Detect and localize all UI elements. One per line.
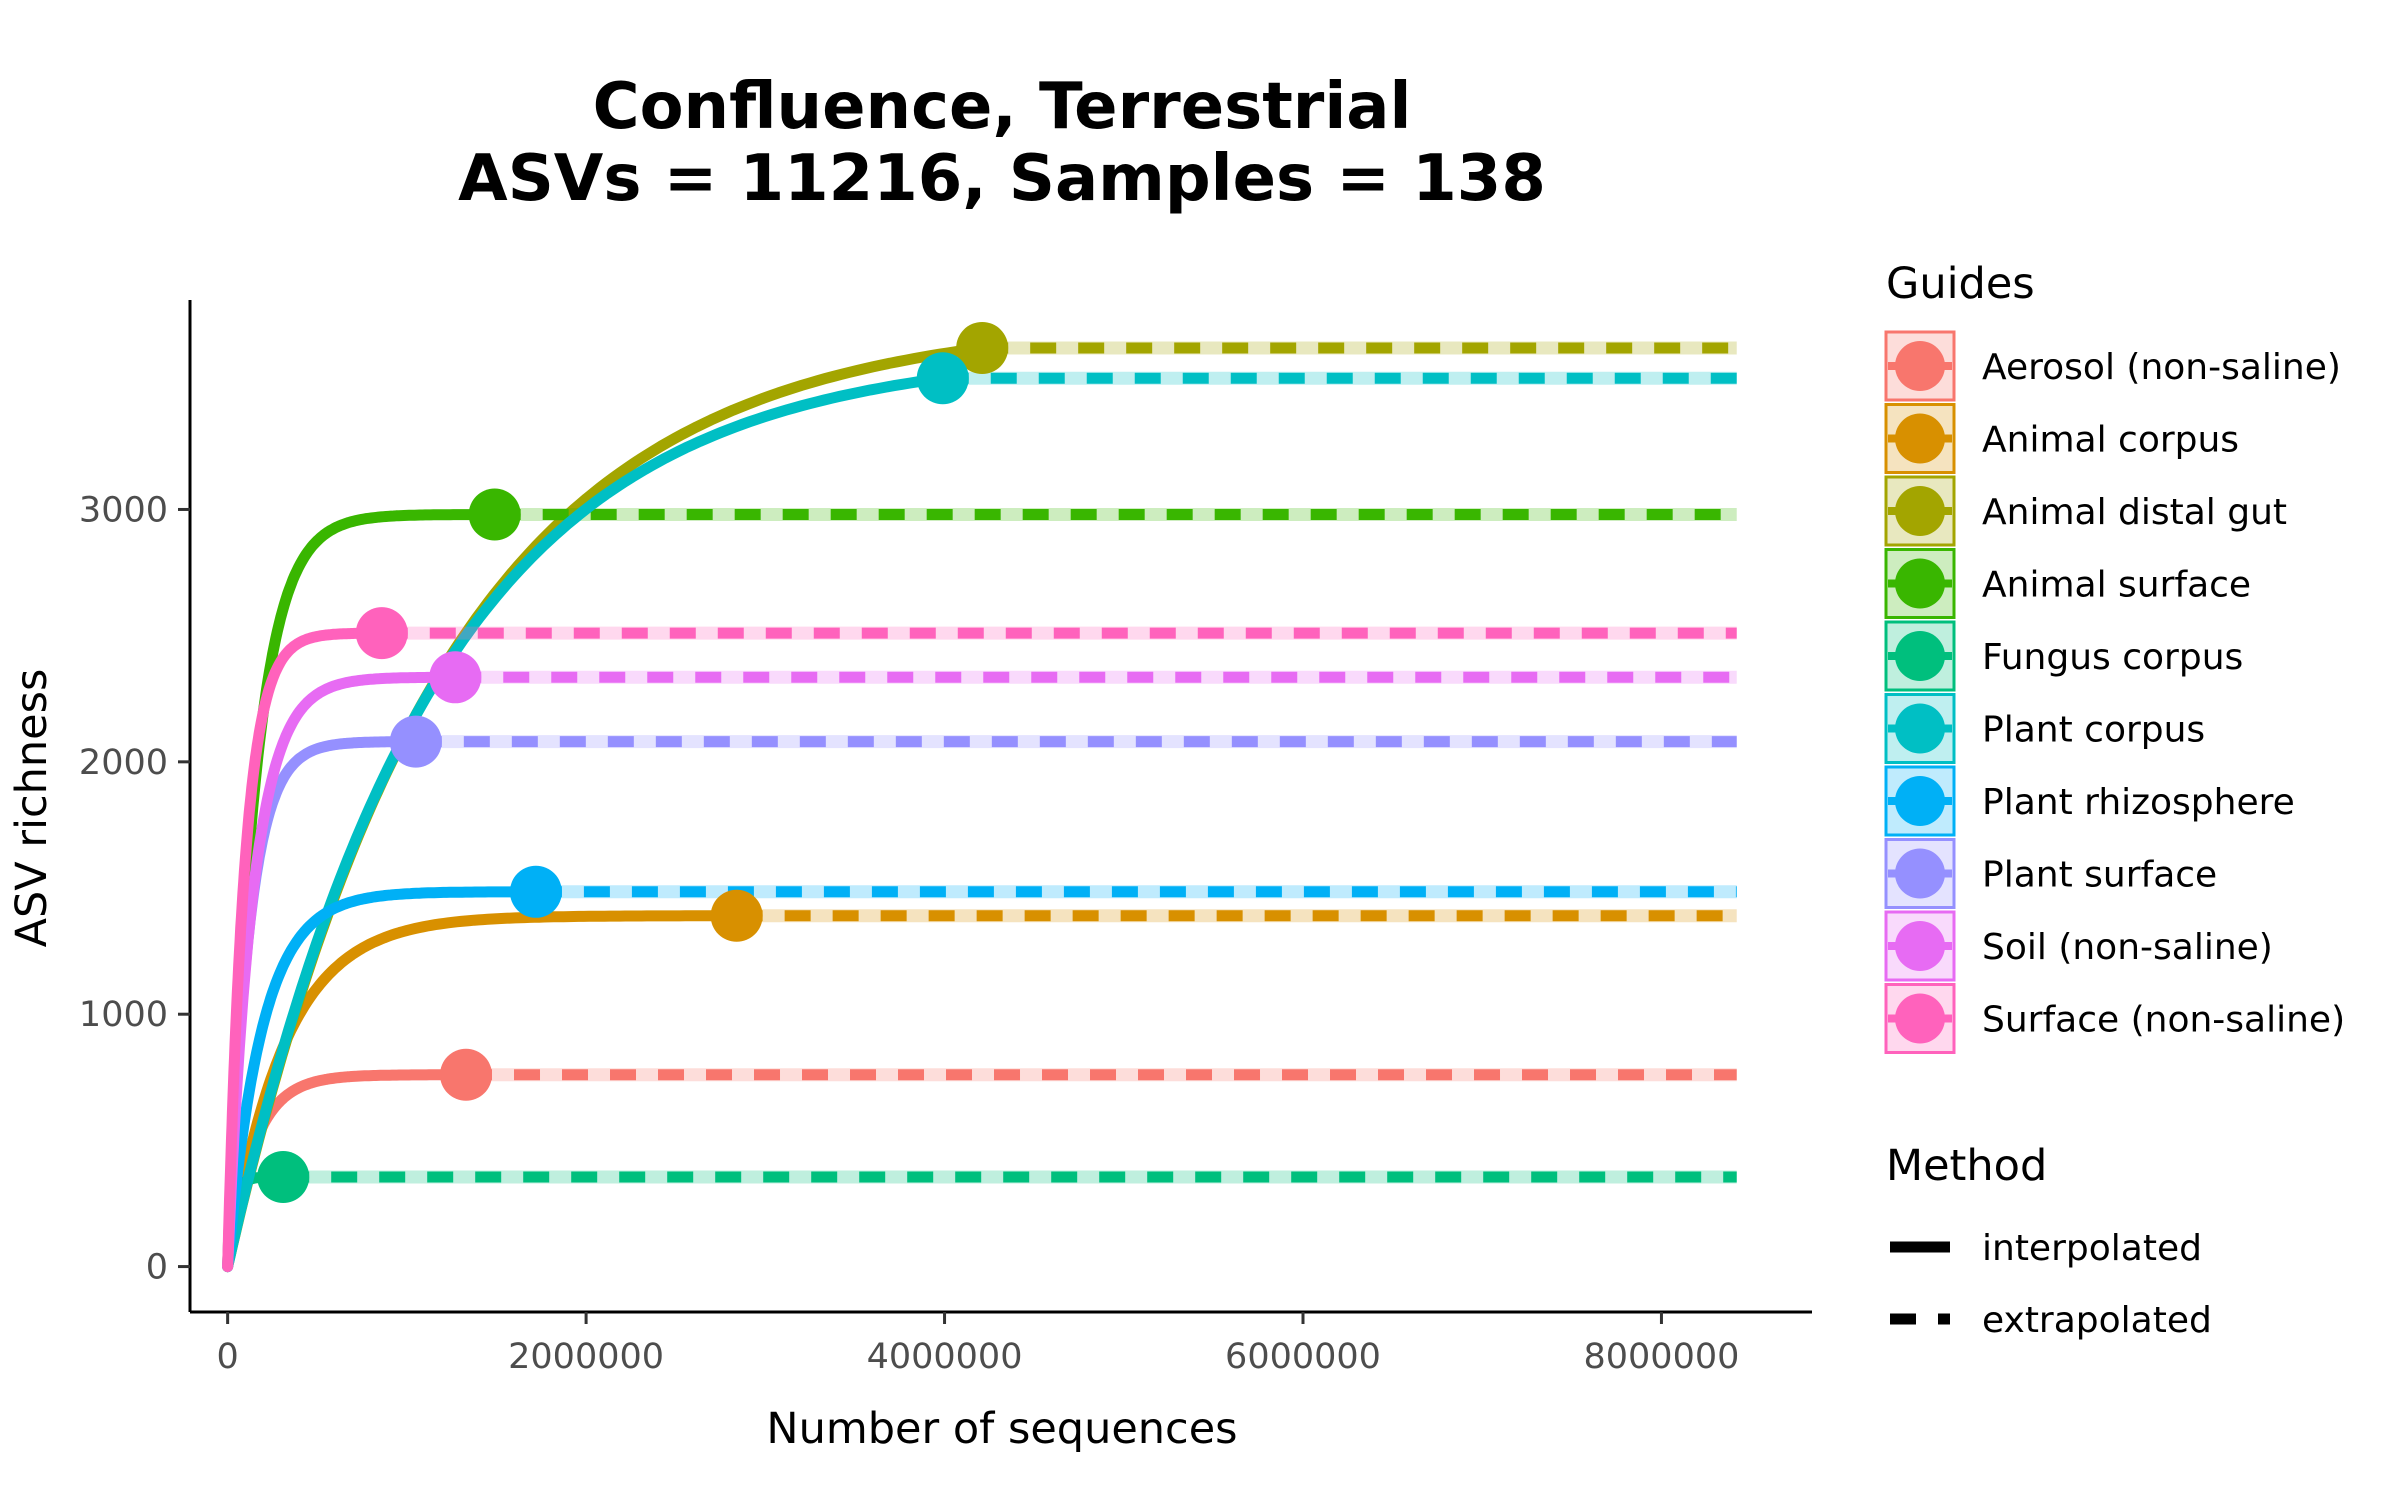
legend-key-point (1895, 848, 1945, 899)
legend-item-label: Animal surface (1982, 565, 2251, 606)
legend-item-label: Aerosol (non-saline) (1982, 347, 2341, 388)
x-tick-label: 6000000 (1225, 1337, 1381, 1377)
series-plant-corpus (222, 371, 1737, 1273)
legend-item-label: Plant rhizosphere (1982, 782, 2295, 823)
chart-title-line2: ASVs = 11216, Samples = 138 (458, 142, 1546, 216)
legend-method-interpolated: interpolated (1890, 1228, 2202, 1269)
plot-area (222, 321, 1737, 1273)
legend-item-animal-surface: Animal surface (1884, 548, 2251, 619)
y-tick-label: 2000 (79, 743, 168, 783)
x-tick-label: 2000000 (508, 1337, 664, 1377)
series-surface-non-saline (222, 626, 1737, 1273)
observed-point-soil-non-saline (429, 651, 482, 704)
observed-point-fungus-corpus (257, 1150, 310, 1203)
legend-item-label: Plant corpus (1982, 710, 2205, 751)
x-axis-label: Number of sequences (766, 1404, 1237, 1454)
series-plant-surface (222, 735, 1737, 1273)
legend-item-label: Fungus corpus (1982, 637, 2243, 678)
legend-item-label: Animal corpus (1982, 420, 2239, 461)
y-tick-label: 3000 (79, 490, 168, 530)
y-tick-label: 1000 (79, 995, 168, 1035)
legend-key-point (1895, 631, 1945, 681)
legend-item-surface-non-saline: Surface (non-saline) (1884, 983, 2345, 1054)
legend-key-point (1895, 558, 1945, 609)
observed-point-plant-surface (389, 715, 442, 768)
legend-item-plant-rhizosphere: Plant rhizosphere (1884, 765, 2295, 837)
legend-method-label: interpolated (1982, 1228, 2202, 1269)
legend-key-point (1895, 703, 1945, 754)
legend-item-label: Plant surface (1982, 855, 2217, 896)
legend-key-point (1895, 776, 1945, 826)
legend-key-point (1895, 993, 1945, 1044)
legend-item-label: Surface (non-saline) (1982, 1000, 2345, 1041)
legend-method-extrapolated: extrapolated (1890, 1300, 2212, 1341)
x-tick-label: 0 (216, 1337, 238, 1377)
y-axis-label: ASV richness (7, 669, 57, 948)
observed-point-animal-corpus (710, 889, 763, 942)
series-animal-distal-gut (222, 341, 1737, 1273)
observed-point-plant-corpus (916, 352, 969, 405)
legend-item-label: Soil (non-saline) (1982, 927, 2273, 968)
legend-key-point (1895, 341, 1945, 391)
legend-method-title: Method (1886, 1141, 2047, 1191)
x-tick-label: 8000000 (1584, 1337, 1740, 1377)
observed-point-plant-rhizosphere (509, 865, 562, 918)
legend-item-plant-corpus: Plant corpus (1884, 693, 2205, 764)
legend-item-animal-corpus: Animal corpus (1884, 403, 2239, 474)
legend: Guides Method Aerosol (non-saline) Animal… (1884, 259, 2345, 1341)
interpolated-line (222, 342, 988, 1273)
observed-point-surface-non-saline (355, 607, 408, 660)
legend-item-animal-distal-gut: Animal distal gut (1884, 475, 2287, 547)
legend-item-label: Animal distal gut (1982, 492, 2287, 533)
axes: 0 2000000 4000000 6000000 8000000 0 1000 2000 30… (79, 300, 1812, 1377)
y-tick-label: 0 (146, 1248, 168, 1288)
legend-key-point (1895, 486, 1945, 536)
observed-point-aerosol-non-saline (440, 1048, 493, 1101)
legend-item-plant-surface: Plant surface (1884, 838, 2217, 909)
legend-method-label: extrapolated (1982, 1300, 2212, 1341)
legend-key-point (1895, 921, 1945, 971)
interpolated-line (222, 627, 388, 1273)
legend-item-fungus-corpus: Fungus corpus (1884, 620, 2243, 692)
chart-title-line1: Confluence, Terrestrial (593, 70, 1412, 144)
series-fungus-corpus (222, 1170, 1737, 1273)
observed-point-animal-surface (468, 488, 521, 541)
x-tick-label: 4000000 (867, 1337, 1023, 1377)
interpolated-line (222, 372, 949, 1273)
legend-item-aerosol-non-saline: Aerosol (non-saline) (1884, 330, 2341, 402)
legend-item-soil-non-saline: Soil (non-saline) (1884, 910, 2273, 982)
observed-point-animal-distal-gut (956, 321, 1009, 374)
legend-key-point (1895, 413, 1945, 464)
legend-guides-title: Guides (1886, 259, 2035, 309)
interpolated-line (222, 886, 542, 1273)
